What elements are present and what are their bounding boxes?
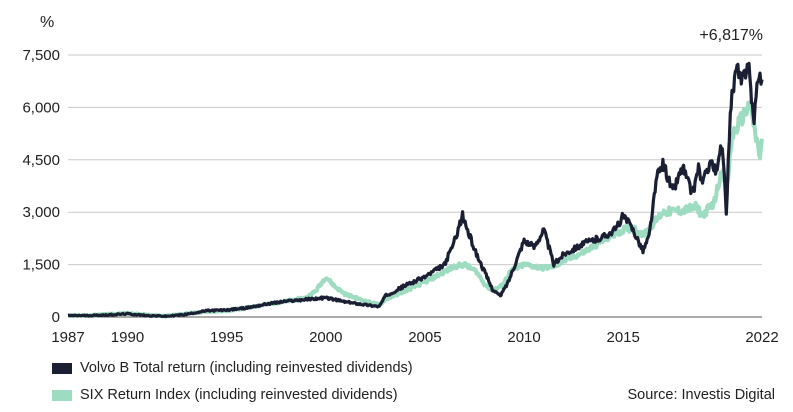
- y-tick-label: 4,500: [22, 152, 60, 169]
- x-tick-label: 1995: [210, 329, 243, 346]
- y-tick-label: 3,000: [22, 204, 60, 221]
- source-note: Source: Investis Digital: [627, 387, 775, 403]
- x-tick-labels: 1987 1990 1995 2000 2005 2010 2015 2022: [51, 329, 778, 346]
- x-tick-label: 2010: [507, 329, 540, 346]
- line-chart: % 0 1,500 3,000 4,500 6,000 7,500 1987 1990 199…: [22, 14, 778, 346]
- y-tick-labels: 0 1,500 3,000 4,500 6,000 7,500: [22, 47, 60, 326]
- series-lines: [66, 61, 764, 319]
- x-tick-label: 2015: [607, 329, 640, 346]
- legend-swatch-six: [52, 389, 72, 401]
- y-tick-label: 7,500: [22, 47, 60, 64]
- x-tick-label: 1987: [51, 329, 84, 346]
- x-tick-label: 2005: [408, 329, 441, 346]
- x-tick-label: 2022: [745, 329, 778, 346]
- legend-item-volvo: Volvo B Total return (including reinvest…: [52, 360, 413, 376]
- legend-label-six: SIX Return Index (including reinvested d…: [80, 387, 398, 403]
- legend-item-six: SIX Return Index (including reinvested d…: [52, 387, 398, 403]
- x-tick-label: 2000: [309, 329, 342, 346]
- legend-swatch-volvo: [52, 362, 72, 374]
- y-gridlines: [68, 54, 762, 318]
- x-tick-label: 1990: [111, 329, 144, 346]
- y-tick-label: 6,000: [22, 99, 60, 116]
- series-line-six: [66, 99, 764, 319]
- y-tick-label: 1,500: [22, 257, 60, 274]
- y-axis-unit-label: %: [40, 14, 54, 31]
- series-line-volvo: [67, 61, 764, 319]
- total-return-annotation: +6,817%: [699, 27, 763, 44]
- legend-label-volvo: Volvo B Total return (including reinvest…: [80, 360, 413, 376]
- y-tick-label: 0: [52, 309, 60, 326]
